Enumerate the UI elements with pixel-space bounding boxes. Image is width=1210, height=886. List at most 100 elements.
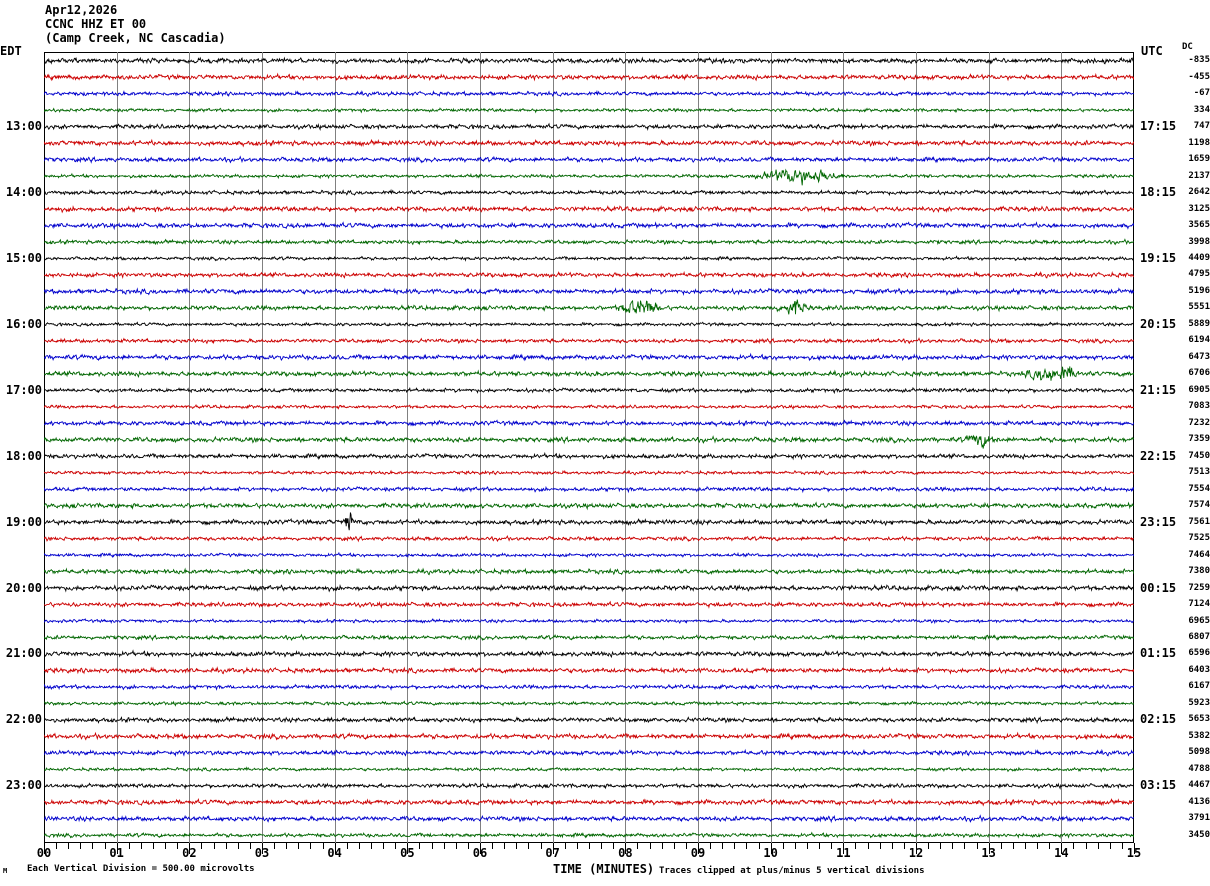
x-tick-minor [128, 843, 130, 849]
x-tick-major-13 [988, 843, 990, 854]
trace-25 [44, 469, 1134, 476]
dc-value-13: 4795 [1188, 269, 1210, 280]
x-tick-minor [419, 843, 421, 849]
x-tick-minor [1121, 843, 1123, 849]
x-tick-minor [237, 843, 239, 849]
dc-value-47: 3450 [1188, 829, 1210, 840]
trace-22 [44, 419, 1134, 428]
x-tick-label-01: 01 [109, 846, 124, 860]
trace-3 [44, 107, 1134, 114]
right-time-label-0315: 03:15 [1140, 778, 1177, 793]
dc-value-20: 6905 [1188, 384, 1210, 395]
left-time-label-2300: 23:00 [5, 778, 42, 793]
x-tick-minor [685, 843, 687, 849]
x-tick-minor [807, 843, 808, 849]
trace-35 [44, 633, 1134, 642]
x-tick-minor [467, 843, 469, 849]
x-tick-minor [225, 843, 227, 849]
x-tick-minor [794, 843, 796, 849]
x-tick-minor [346, 843, 348, 849]
grid-line-minute-8 [625, 52, 627, 843]
grid-line-minute-5 [407, 52, 409, 843]
dc-value-11: 3998 [1188, 236, 1210, 247]
dc-value-36: 6596 [1188, 648, 1210, 659]
vertical-division-note: Each Vertical Division = 500.00 microvol… [27, 864, 255, 874]
dc-value-15: 5551 [1188, 302, 1210, 313]
left-time-label-2000: 20:00 [5, 580, 42, 595]
trace-27 [44, 501, 1134, 511]
left-time-axis: 13:00 14:00 15:00 16:00 17:00 18:00 19:00 20:00… [0, 0, 44, 886]
left-time-label-2100: 21:00 [5, 646, 42, 661]
trace-7 [44, 168, 1134, 186]
trace-32 [44, 583, 1134, 593]
trace-31 [44, 567, 1134, 576]
trace-47 [44, 831, 1134, 839]
trace-34 [44, 618, 1134, 625]
x-tick-minor [492, 843, 494, 849]
dc-value-24: 7450 [1188, 450, 1210, 461]
x-tick-minor [431, 843, 433, 849]
x-tick-major-0 [44, 843, 45, 854]
trace-0 [44, 56, 1134, 65]
dc-value-35: 6807 [1188, 632, 1210, 642]
x-tick-minor [903, 843, 905, 849]
dc-column-label: DC [1182, 42, 1193, 52]
x-tick-label-12: 12 [908, 846, 924, 860]
x-tick-minor [589, 843, 590, 849]
trace-20 [44, 386, 1134, 395]
dc-value-45: 4136 [1188, 796, 1210, 807]
x-tick-minor [1073, 843, 1075, 849]
dc-value-30: 7464 [1188, 549, 1210, 560]
trace-8 [44, 188, 1134, 197]
header-location: (Camp Creek, NC Cascadia) [45, 31, 226, 45]
dc-value-38: 6167 [1188, 681, 1210, 692]
dc-value-19: 6706 [1188, 368, 1210, 379]
dc-value-21: 7083 [1188, 401, 1210, 412]
x-tick-minor [867, 843, 869, 849]
left-time-label-1800: 18:00 [5, 448, 42, 463]
dc-value-26: 7554 [1188, 483, 1210, 494]
grid-line-minute-9 [698, 52, 699, 843]
x-tick-minor [1012, 843, 1014, 849]
dc-value-2: -67 [1193, 88, 1210, 99]
x-tick-minor [1097, 843, 1099, 849]
right-timezone-label: UTC [1141, 44, 1163, 58]
x-tick-minor [528, 843, 530, 849]
dc-value-32: 7259 [1188, 582, 1210, 593]
x-tick-minor [383, 843, 385, 849]
trace-13 [44, 270, 1134, 280]
right-time-label-1815: 18:15 [1140, 185, 1177, 200]
left-time-label-1700: 17:00 [5, 382, 42, 397]
x-tick-major-12 [916, 843, 917, 854]
dc-value-0: -835 [1188, 55, 1210, 66]
dc-value-8: 2642 [1188, 187, 1210, 198]
x-axis-tick-labels: 00 01 02 03 04 05 06 07 08 09 10 11 12 13 14 15 [0, 846, 1210, 866]
grid-line-minute-10 [770, 52, 772, 843]
x-tick-minor [1109, 843, 1111, 849]
x-tick-minor [286, 843, 288, 849]
trace-2 [44, 89, 1134, 98]
dc-value-41: 5382 [1188, 730, 1210, 741]
trace-42 [44, 748, 1134, 757]
dc-value-44: 4467 [1188, 780, 1210, 791]
left-time-label-2200: 22:00 [5, 712, 42, 727]
trace-24 [44, 451, 1134, 461]
dc-value-17: 6194 [1188, 335, 1210, 346]
trace-44 [44, 782, 1134, 790]
x-tick-minor [504, 843, 506, 849]
x-tick-label-02: 02 [182, 846, 197, 860]
dc-value-23: 7359 [1188, 434, 1210, 445]
x-tick-label-08: 08 [618, 846, 633, 860]
grid-line-minute-4 [334, 52, 336, 843]
grid-line-minute-2 [189, 52, 191, 843]
trace-18 [44, 352, 1134, 362]
trace-37 [44, 666, 1134, 675]
x-tick-minor [952, 843, 954, 849]
trace-40 [44, 715, 1134, 725]
dc-value-3: 334 [1193, 104, 1210, 115]
grid-line-minute-6 [480, 52, 481, 843]
trace-17 [44, 337, 1134, 345]
x-tick-minor [140, 843, 142, 849]
dc-value-12: 4409 [1188, 252, 1210, 263]
